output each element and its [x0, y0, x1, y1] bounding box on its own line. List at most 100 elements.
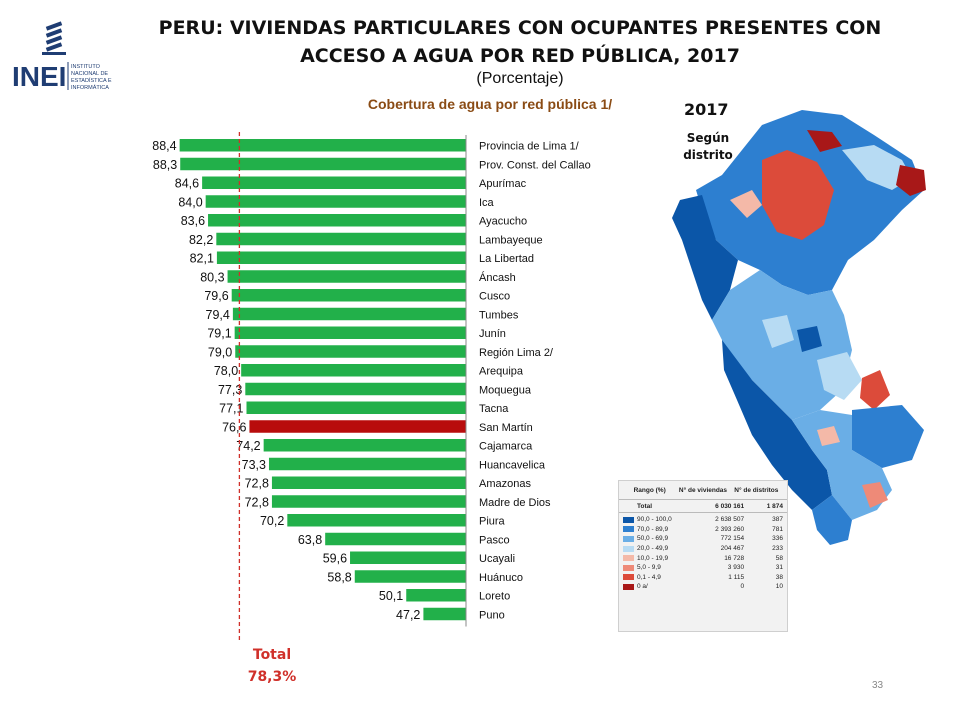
value-label: 84,0 — [178, 195, 202, 209]
map-year: 2017 — [684, 100, 729, 119]
page-number: 33 — [872, 680, 884, 691]
bar — [249, 420, 466, 433]
category-label: Piura — [479, 516, 506, 528]
map-region-n-red — [807, 130, 842, 152]
category-label: Loreto — [479, 591, 510, 603]
legend-distritos: 233 — [772, 545, 784, 553]
bar — [227, 270, 466, 283]
map-region-center — [712, 270, 852, 420]
category-label: Ica — [479, 197, 495, 209]
legend-swatch — [623, 516, 634, 523]
category-label: Ucayali — [479, 553, 515, 565]
category-label: Cajamarca — [479, 441, 533, 453]
map-legend-table: Rango (%) N° de viviendas N° de distrito… — [618, 480, 788, 632]
value-label: 88,3 — [153, 158, 177, 172]
category-label: Lambayeque — [479, 234, 543, 246]
legend-total-row: Total 6 030 161 1 874 — [619, 499, 787, 513]
legend-range: 0,1 - 4,9 — [637, 573, 661, 581]
legend-header-range: Rango (%) — [633, 487, 666, 494]
bar — [231, 289, 466, 302]
legend-range: 50,0 - 69,9 — [637, 535, 669, 543]
map-regions — [672, 110, 926, 545]
legend-row: 0 a/0 10 — [619, 582, 787, 592]
chart-title: Cobertura de agua por red pública 1/ — [367, 96, 613, 112]
category-label: Huánuco — [479, 572, 523, 584]
legend-range: 5,0 - 9,9 — [637, 564, 661, 572]
category-label: Apurímac — [479, 178, 527, 190]
value-label: 72,8 — [245, 495, 269, 509]
bar — [406, 589, 466, 602]
legend-swatch — [623, 535, 634, 542]
legend-distritos: 10 — [775, 583, 784, 591]
bar — [245, 382, 466, 396]
legend-row: 70,0 - 89,9 2 393 260 781 — [619, 525, 787, 535]
legend-distritos: 31 — [775, 564, 784, 572]
map-region-puno-red — [862, 482, 888, 508]
legend-header: Rango (%) N° de viviendas N° de distrito… — [619, 481, 787, 496]
logo-text: INEI — [12, 61, 66, 92]
inei-logo: INEI INSTITUTO NACIONAL DE ESTADÍSTICA E… — [12, 21, 112, 92]
category-label: Región Lima 2/ — [479, 347, 554, 359]
bar — [179, 139, 466, 152]
value-label: 77,1 — [219, 402, 243, 416]
map-region-loreto-red — [762, 150, 834, 240]
map-region-center-dark — [797, 326, 822, 352]
bar — [232, 307, 466, 321]
page-subtitle: (Porcentaje) — [476, 70, 564, 87]
bar — [235, 345, 466, 358]
legend-row: 5,0 - 9,9 3 930 31 — [619, 563, 787, 573]
category-label: Prov. Const. del Callao — [479, 159, 591, 171]
legend-range: 70,0 - 89,9 — [637, 525, 669, 533]
legend-range: 0 a/ — [637, 583, 648, 591]
legend-row: 10,0 - 19,9 16 728 58 — [619, 553, 787, 563]
logo-subtext-2: NACIONAL DE — [71, 71, 108, 77]
bar — [216, 251, 466, 264]
total-value: 78,3% — [247, 669, 297, 685]
legend-distritos: 781 — [772, 525, 784, 533]
legend-distritos: 336 — [772, 535, 784, 543]
bar — [423, 607, 466, 621]
total-label-text: Total — [252, 647, 292, 663]
logo-subtext-4: INFORMÁTICA — [71, 84, 109, 91]
value-label: 72,8 — [245, 477, 269, 491]
map-region-south-tip — [812, 495, 852, 545]
legend-range: 10,0 - 19,9 — [637, 554, 669, 562]
legend-distritos: 387 — [772, 516, 784, 524]
value-label: 80,3 — [200, 270, 224, 284]
category-label: Pasco — [479, 534, 510, 546]
map-region-madre-de-dios — [852, 405, 924, 468]
bar — [271, 476, 466, 489]
category-label: Tacna — [479, 403, 509, 415]
category-label: Huancavelica — [479, 459, 546, 471]
legend-swatch — [623, 564, 634, 571]
legend-viviendas: 204 467 — [720, 545, 745, 553]
legend-range: 20,0 - 49,9 — [637, 545, 669, 553]
map-region-loreto-dark — [842, 145, 912, 190]
category-label: Áncash — [479, 271, 516, 284]
peru-district-map — [672, 110, 926, 545]
category-label: San Martín — [479, 422, 533, 434]
bar — [241, 364, 466, 377]
category-label: Madre de Dios — [479, 497, 551, 509]
legend-total-viviendas: 6 030 161 — [715, 502, 745, 510]
map-region-center-light — [762, 315, 794, 348]
legend-total-distritos: 1 874 — [766, 502, 784, 510]
legend-total-label: Total — [637, 502, 653, 510]
value-label: 73,3 — [242, 458, 266, 472]
legend-viviendas: 0 — [740, 583, 745, 591]
map-region-coast-west — [672, 195, 738, 320]
value-label: 59,6 — [323, 552, 347, 566]
value-label: 79,1 — [207, 327, 231, 341]
legend-swatch — [623, 574, 634, 581]
bar — [246, 401, 466, 414]
legend-viviendas: 3 930 — [727, 564, 745, 572]
legend-distritos: 38 — [775, 573, 784, 581]
category-label: Moquegua — [479, 384, 532, 396]
category-label: Tumbes — [479, 309, 519, 321]
value-label: 77,3 — [218, 383, 242, 397]
bar — [180, 157, 466, 171]
map-region-south-coast — [722, 340, 832, 510]
category-label: Amazonas — [479, 478, 531, 490]
map-region-ucayali-red — [860, 370, 890, 410]
value-label: 70,2 — [260, 514, 284, 528]
